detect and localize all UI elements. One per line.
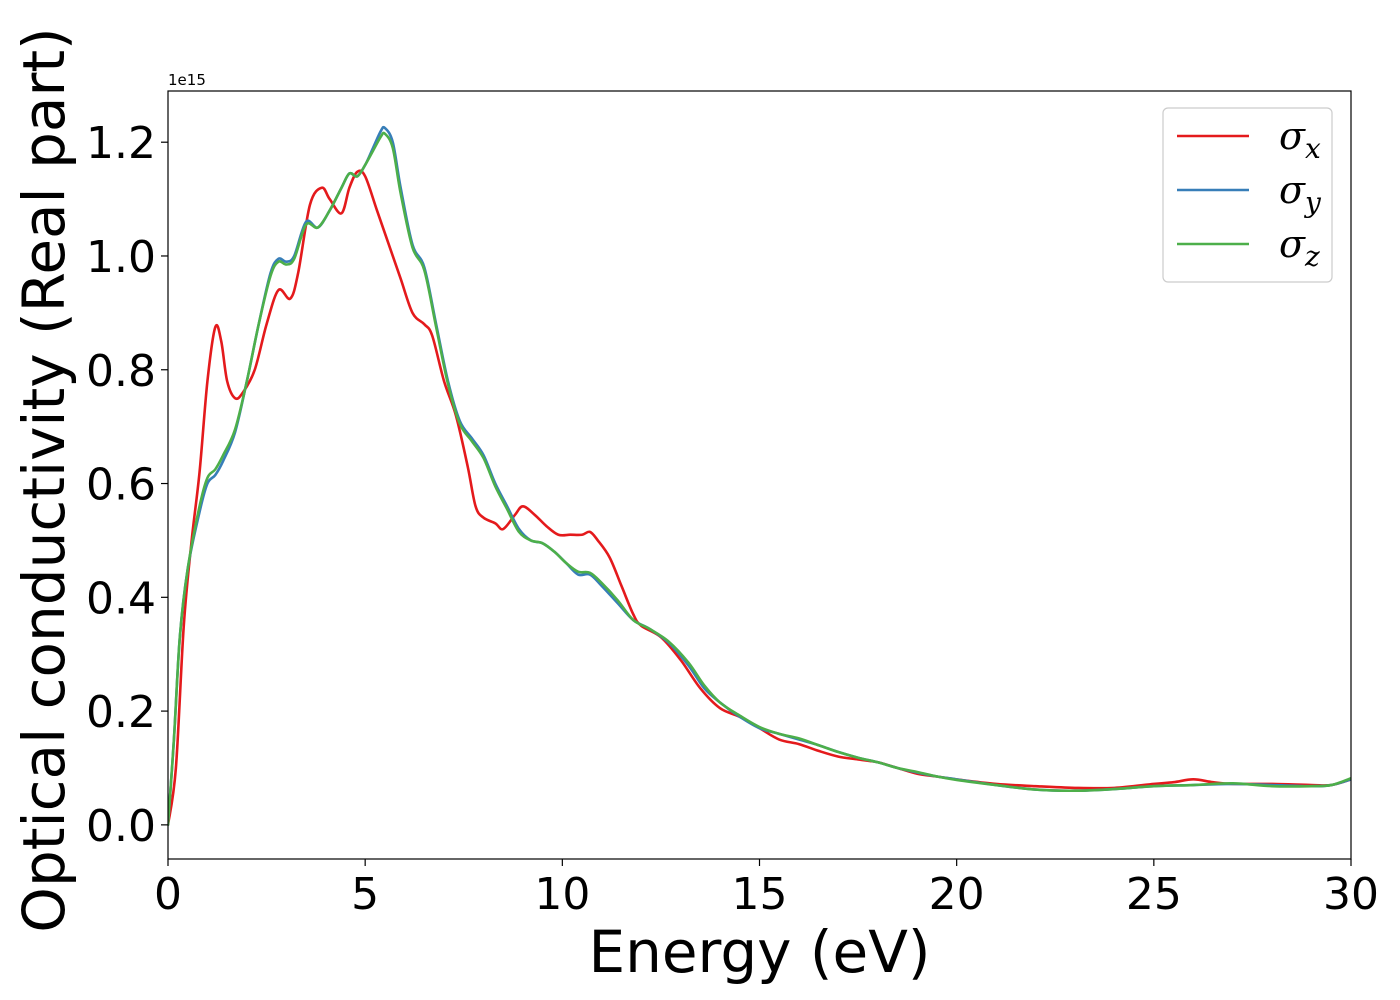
plot-lines: [168, 125, 1351, 827]
y-tick-label: 0.2: [86, 687, 156, 738]
x-tick-label: 10: [534, 869, 590, 920]
x-axis: 0 5 10 15 20 25 30: [154, 859, 1379, 920]
x-tick-label: 30: [1323, 869, 1379, 920]
legend-label-z: σz: [1279, 222, 1320, 273]
y-tick-label: 0.0: [86, 801, 156, 852]
series-line-z: [168, 131, 1351, 827]
y-axis-label: Optical conductivity (Real part): [10, 27, 78, 932]
y-tick-label: 0.6: [86, 460, 156, 511]
legend-frame: [1162, 107, 1333, 283]
y-tick-label: 0.4: [86, 573, 156, 624]
y-tick-label: 1.0: [86, 232, 156, 283]
y-tick-label: 0.8: [86, 346, 156, 397]
y-axis: 0.0 0.2 0.4 0.6 0.8 1.0 1.2: [86, 118, 168, 852]
x-tick-label: 15: [732, 869, 788, 920]
x-axis-label: Energy (eV): [588, 918, 930, 986]
legend-label-y: σy: [1279, 168, 1322, 219]
x-tick-label: 20: [929, 869, 985, 920]
legend-label-x: σx: [1279, 114, 1321, 165]
x-tick-label: 0: [154, 869, 182, 920]
y-axis-offset-text: 1e15: [168, 71, 206, 89]
x-tick-label: 5: [351, 869, 379, 920]
x-tick-label: 25: [1126, 869, 1182, 920]
y-tick-label: 1.2: [86, 118, 156, 169]
